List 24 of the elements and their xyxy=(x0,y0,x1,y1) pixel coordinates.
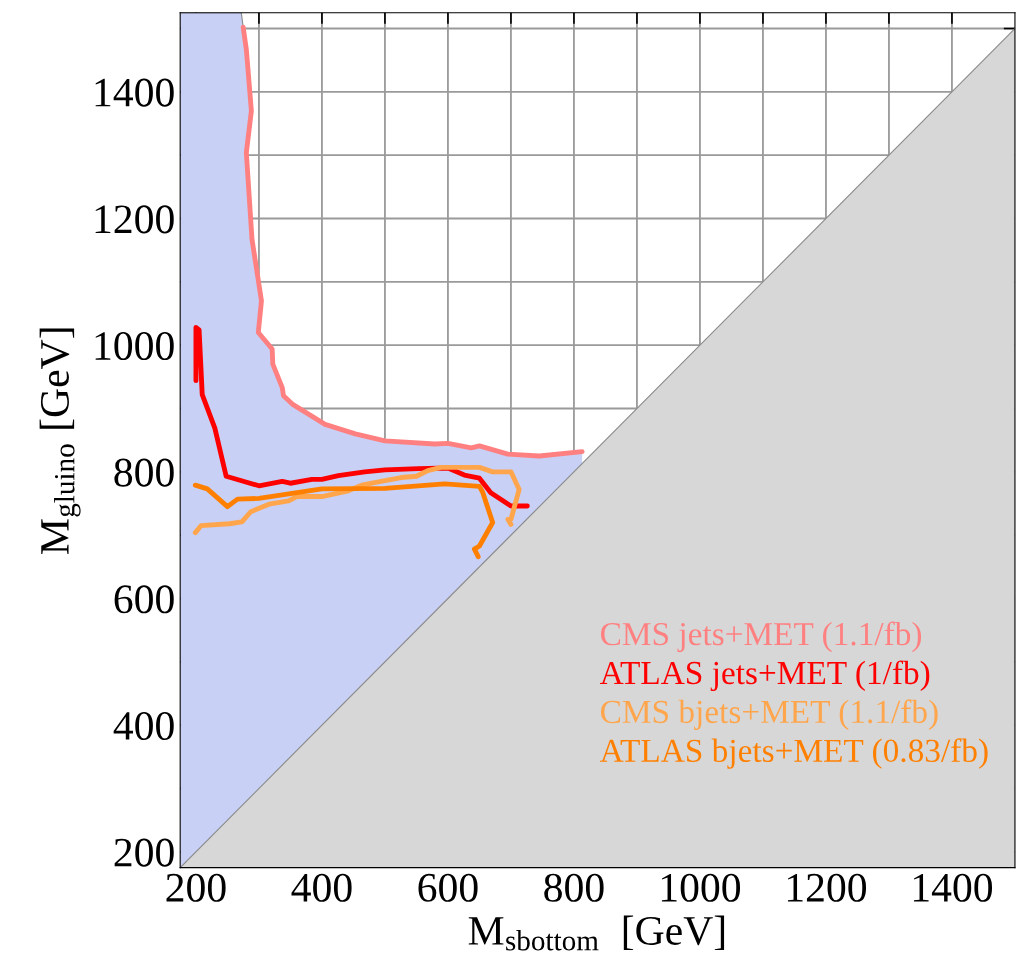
line-series xyxy=(192,464,522,536)
y-tick-label: 1200 xyxy=(95,205,174,234)
x-tick-label: 400 xyxy=(291,873,352,902)
line-series xyxy=(240,24,585,459)
x-tick-label: 1400 xyxy=(913,873,993,902)
y-tick-label: 800 xyxy=(114,458,174,487)
text: ATLAS jets+MET (1/fb) xyxy=(599,660,930,692)
y-tick-label: 400 xyxy=(113,711,174,741)
y-tick-label: 600 xyxy=(114,585,174,614)
x-tick-label: 600 xyxy=(418,873,478,902)
line-series xyxy=(193,325,530,509)
x-axis-title: M$_{sbottom}$ [GeV] xyxy=(468,915,725,951)
text: ATLAS bjets+MET (0.83/fb) xyxy=(599,738,988,769)
y-tick-label: 200 xyxy=(114,838,174,867)
text: CMS jets+MET (1.1/fb) xyxy=(601,621,922,653)
y-axis-title: M$_{gluino}$ [GeV] xyxy=(39,328,81,554)
y-tick-label: 1400 xyxy=(95,78,174,107)
x-tick-label: 800 xyxy=(544,873,604,902)
x-tick-label: 1000 xyxy=(661,873,741,902)
line-series xyxy=(192,481,496,560)
x-tick-label: 200 xyxy=(166,873,226,902)
text: CMS bjets+MET (1.1/fb) xyxy=(601,699,938,730)
x-tick-label: 1200 xyxy=(787,873,867,902)
y-tick-label: 1000 xyxy=(95,331,174,361)
